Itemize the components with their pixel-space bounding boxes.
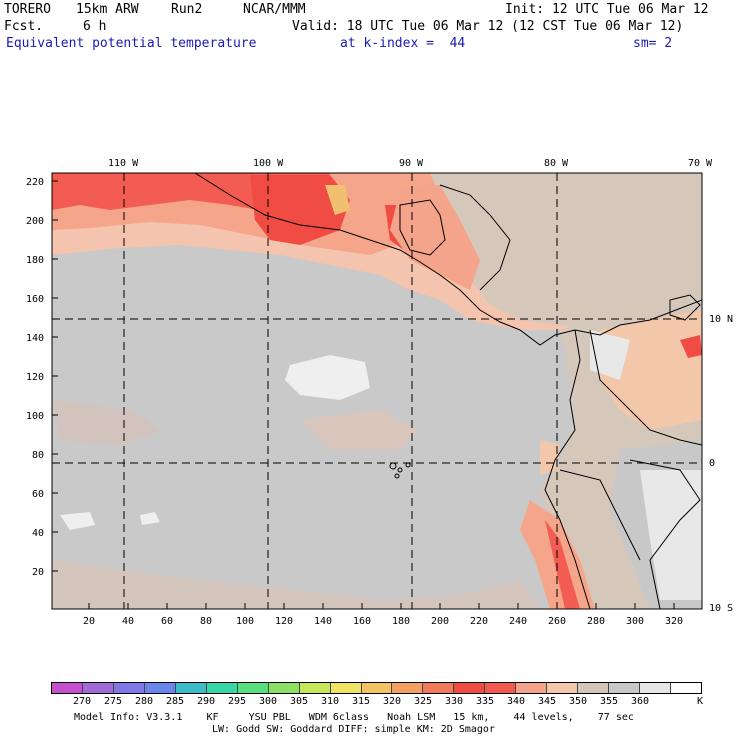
x-tick-label: 260	[548, 616, 566, 627]
x-tick-label: 20	[83, 616, 95, 627]
x-tick-label: 240	[509, 616, 527, 627]
legend-value: 300	[259, 696, 278, 707]
lat-label: 10 N	[709, 314, 733, 325]
legend-swatch	[112, 683, 144, 693]
legend-swatch	[329, 683, 361, 693]
y-tick-label: 20	[32, 567, 44, 578]
legend-swatch	[391, 683, 423, 693]
legend-swatch	[174, 683, 206, 693]
x-tick-label: 200	[431, 616, 449, 627]
lon-label: 110 W	[108, 158, 139, 169]
y-tick-label: 220	[26, 177, 44, 188]
y-tick-label: 60	[32, 489, 44, 500]
legend-value: 270	[73, 696, 92, 707]
y-tick-label: 120	[26, 372, 44, 383]
theta-e-field	[52, 173, 702, 609]
legend-swatch	[577, 683, 609, 693]
legend-value: 280	[135, 696, 154, 707]
legend-value: 295	[228, 696, 247, 707]
legend-swatch	[670, 683, 702, 693]
legend-swatch	[515, 683, 547, 693]
title-org: NCAR/MMM	[243, 2, 306, 17]
physics-info: LW: Godd SW: Goddard DIFF: simple KM: 2D…	[212, 724, 495, 735]
legend-value: 350	[569, 696, 588, 707]
coastlines	[194, 173, 702, 609]
x-tick-label: 40	[122, 616, 134, 627]
forecast-label: Fcst.	[4, 19, 44, 34]
y-tick-label: 80	[32, 450, 44, 461]
legend-swatch	[298, 683, 330, 693]
x-tick-label: 220	[470, 616, 488, 627]
legend-value: 320	[383, 696, 402, 707]
legend-value: 355	[600, 696, 619, 707]
legend-swatch	[236, 683, 268, 693]
y-tick-label: 40	[32, 528, 44, 539]
lon-label: 70 W	[688, 158, 713, 169]
x-tick-label: 160	[353, 616, 371, 627]
map-frame	[51, 172, 703, 610]
level-index: at k-index = 44	[340, 36, 466, 51]
lon-label: 80 W	[544, 158, 569, 169]
y-tick-label: 140	[26, 333, 44, 344]
x-tick-label: 320	[665, 616, 683, 627]
legend-value: 315	[352, 696, 371, 707]
axis-ticks	[52, 180, 675, 609]
legend-swatch	[52, 683, 82, 693]
legend-value: 305	[290, 696, 309, 707]
x-tick-label: 300	[626, 616, 644, 627]
x-tick-label: 80	[200, 616, 212, 627]
x-tick-label: 60	[161, 616, 173, 627]
lat-label: 10 S	[709, 603, 733, 614]
forecast-hour: 6 h	[83, 19, 107, 34]
model-info: Model Info: V3.3.1 KF YSU PBL WDM 6class…	[74, 712, 634, 723]
legend-unit: K	[697, 696, 704, 707]
color-legend	[51, 682, 702, 694]
title-resolution: 15km ARW	[76, 2, 139, 17]
legend-swatch	[484, 683, 516, 693]
legend-value: 335	[476, 696, 495, 707]
y-tick-label: 200	[26, 216, 44, 227]
legend-value: 310	[321, 696, 340, 707]
field-name: Equivalent potential temperature	[6, 36, 257, 51]
x-tick-label: 280	[587, 616, 605, 627]
x-tick-label: 180	[392, 616, 410, 627]
title-model: TORERO	[4, 2, 51, 17]
legend-value: 325	[414, 696, 433, 707]
legend-swatch	[81, 683, 113, 693]
x-tick-label: 140	[314, 616, 332, 627]
y-tick-label: 100	[26, 411, 44, 422]
init-time: Init: 12 UTC Tue 06 Mar 12	[505, 2, 709, 17]
legend-swatch	[360, 683, 392, 693]
lat-label: 0	[709, 458, 715, 469]
lon-label: 90 W	[399, 158, 424, 169]
legend-value: 340	[507, 696, 526, 707]
legend-value: 285	[166, 696, 185, 707]
title-run: Run2	[171, 2, 203, 17]
legend-swatch	[422, 683, 454, 693]
legend-swatch	[453, 683, 485, 693]
valid-time: Valid: 18 UTC Tue 06 Mar 12 (12 CST Tue …	[292, 19, 684, 34]
lon-label: 100 W	[253, 158, 284, 169]
lat-lon-grid	[52, 173, 702, 609]
y-tick-label: 180	[26, 255, 44, 266]
legend-value: 360	[631, 696, 650, 707]
legend-value: 275	[104, 696, 123, 707]
legend-swatch	[639, 683, 671, 693]
legend-value: 345	[538, 696, 557, 707]
legend-swatch	[267, 683, 299, 693]
legend-value: 290	[197, 696, 216, 707]
legend-swatch	[205, 683, 237, 693]
x-tick-label: 100	[236, 616, 254, 627]
y-tick-label: 160	[26, 294, 44, 305]
x-tick-label: 120	[275, 616, 293, 627]
legend-swatch	[546, 683, 578, 693]
legend-value: 330	[445, 696, 464, 707]
smoothing: sm= 2	[633, 36, 673, 51]
legend-swatch	[608, 683, 640, 693]
legend-swatch	[143, 683, 175, 693]
